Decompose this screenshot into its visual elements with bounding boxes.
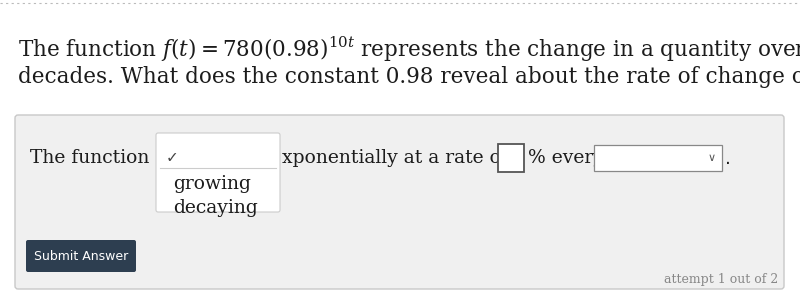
- Text: The function $f(t) = 780(0.98)^{10t}$ represents the change in a quantity over $: The function $f(t) = 780(0.98)^{10t}$ re…: [18, 35, 800, 64]
- Text: .: .: [725, 148, 731, 167]
- FancyBboxPatch shape: [15, 115, 784, 289]
- Text: ✓: ✓: [166, 150, 178, 165]
- Text: growing: growing: [173, 175, 251, 193]
- FancyBboxPatch shape: [156, 133, 280, 212]
- FancyBboxPatch shape: [498, 144, 524, 172]
- Text: attempt 1 out of 2: attempt 1 out of 2: [664, 274, 778, 286]
- Text: % every: % every: [528, 149, 604, 167]
- Text: The function is: The function is: [30, 149, 171, 167]
- Text: xponentially at a rate of: xponentially at a rate of: [282, 149, 508, 167]
- Text: decades. What does the constant 0.98 reveal about the rate of change of the quan: decades. What does the constant 0.98 rev…: [18, 66, 800, 88]
- Text: decaying: decaying: [173, 199, 258, 217]
- FancyBboxPatch shape: [594, 145, 722, 171]
- Text: Submit Answer: Submit Answer: [34, 249, 128, 263]
- Text: ∨: ∨: [708, 153, 716, 163]
- FancyBboxPatch shape: [26, 240, 136, 272]
